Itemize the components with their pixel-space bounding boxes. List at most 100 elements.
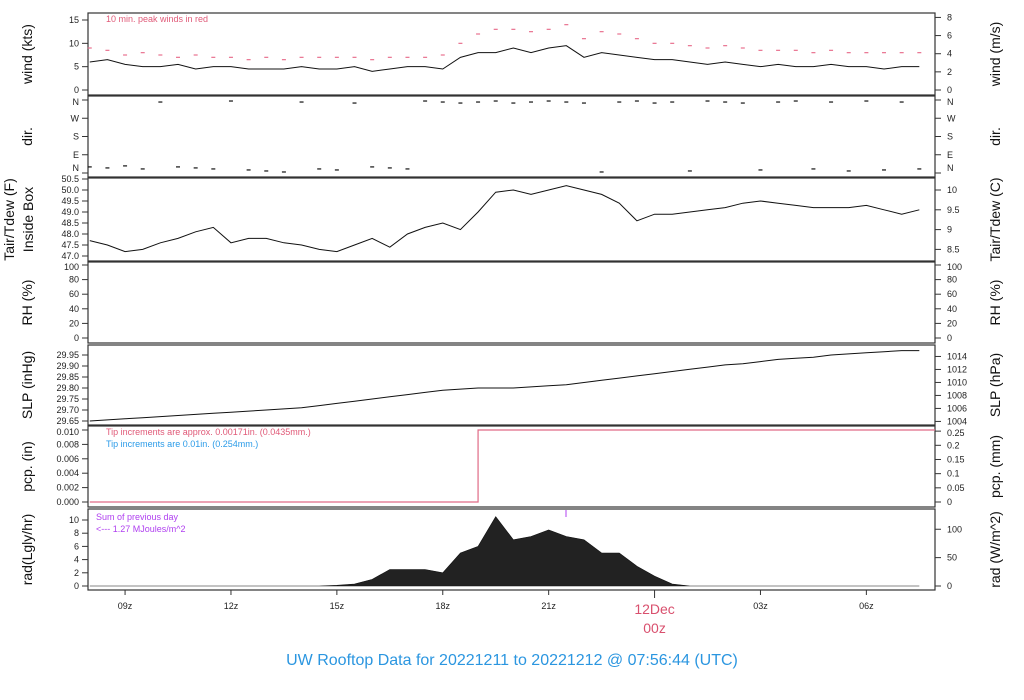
y-tick-label: 48.5: [61, 218, 79, 228]
y-tick-label-right: 8: [947, 12, 952, 22]
y-tick-label-right: S: [947, 132, 953, 142]
y-axis-label-right: Tair/Tdew (C): [987, 177, 1003, 261]
panel-frame: [87, 344, 936, 426]
y-tick-label: 29.85: [56, 372, 79, 382]
x-date-hour-label: 00z: [643, 620, 666, 636]
y-tick-label: 0.008: [56, 439, 79, 449]
y-tick-label: 8: [74, 528, 79, 538]
y-tick-label-right: N: [947, 97, 954, 107]
y-tick-label: 10: [69, 515, 79, 525]
y-axis-label-right: wind (m/s): [987, 22, 1003, 88]
y-tick-label: 48.0: [61, 229, 79, 239]
y-tick-label: 49.0: [61, 207, 79, 217]
y-tick-label: 49.5: [61, 196, 79, 206]
panel-tair: 47.047.548.048.549.049.550.050.5 8.5 9 9.5 1…: [1, 174, 1003, 262]
y-tick-label-right: 80: [947, 275, 957, 285]
y-axis-label-right: pcp. (mm): [987, 435, 1003, 498]
x-tick-label: 03z: [753, 601, 768, 611]
slp-series-line: [89, 350, 920, 422]
y-tick-label: 0.006: [56, 454, 79, 464]
y-tick-label-right: 0: [947, 85, 952, 95]
y-tick-label: 80: [69, 275, 79, 285]
y-tick-label: 29.95: [56, 350, 79, 360]
y-tick-label: 47.0: [61, 251, 79, 261]
y-tick-label: 29.90: [56, 361, 79, 371]
y-tick-label: 29.80: [56, 383, 79, 393]
y-tick-label-right: 0.2: [947, 440, 960, 450]
y-axis-label-right: RH (%): [987, 280, 1003, 326]
pcp-annotation-approx: Tip increments are approx. 0.00171in. (0…: [106, 427, 311, 437]
y-tick-label: 0: [74, 333, 79, 343]
wind-annotation: 10 min. peak winds in red: [106, 14, 208, 24]
y-tick-label: 0: [74, 581, 79, 591]
y-tick-label-right: 4: [947, 49, 952, 59]
y-axis-label: RH (%): [19, 280, 35, 326]
y-tick-label-right: 1014: [947, 351, 967, 361]
y-tick-label: 29.65: [56, 416, 79, 426]
panel-frame: [87, 95, 936, 178]
pcp-annotation-tip: Tip increments are 0.01in. (0.254mm.): [106, 439, 258, 449]
panel-frame: [87, 261, 936, 344]
y-axis-label: wind (kts): [19, 24, 35, 85]
x-tick-label: 12z: [224, 601, 239, 611]
y-tick-label: 0.004: [56, 468, 79, 478]
y-tick-label-right: 9.5: [947, 205, 960, 215]
y-tick-label-right: 9: [947, 225, 952, 235]
rad-annotation-sum: Sum of previous day: [96, 512, 179, 522]
y-axis-label: pcp. (in): [19, 441, 35, 492]
y-tick-label-right: 60: [947, 289, 957, 299]
y-tick-label-right: 1006: [947, 403, 967, 413]
y-tick-label-right: 1012: [947, 364, 967, 374]
x-date-label: 12Dec: [634, 601, 674, 617]
y-tick-label-right: 0: [947, 581, 952, 591]
y-tick-label: 10: [69, 38, 79, 48]
y-axis-label-right: SLP (hPa): [987, 353, 1003, 417]
y-tick-label: 0.010: [56, 427, 79, 437]
y-axis-label: SLP (inHg): [19, 351, 35, 419]
y-axis-label: Tair/Tdew (F): [1, 178, 17, 260]
y-axis-label-right: rad (W/m^2): [987, 511, 1003, 588]
y-tick-label-right: 1010: [947, 377, 967, 387]
y-tick-label: E: [73, 150, 79, 160]
y-tick-label: 0.000: [56, 497, 79, 507]
y-tick-label: 100: [64, 262, 79, 272]
y-tick-label-right: 40: [947, 304, 957, 314]
y-tick-label-right: 0: [947, 497, 952, 507]
y-tick-label-right: 20: [947, 318, 957, 328]
rad-series-area: [89, 516, 920, 587]
pcp-series-line: [89, 429, 935, 503]
panel-pcp: 0.000 0.002 0.004 0.006 0.008 0.010 0 0.05 0.1 0.…: [19, 425, 1003, 508]
y-tick-label: 2: [74, 568, 79, 578]
y-axis-label-2: Inside Box: [20, 187, 36, 252]
x-tick-label: 09z: [118, 601, 133, 611]
y-tick-label: 50.5: [61, 174, 79, 184]
y-axis-label: dir.: [19, 127, 35, 146]
panel-frame: [87, 508, 936, 591]
y-tick-label-right: 10: [947, 185, 957, 195]
y-tick-label-right: 2: [947, 67, 952, 77]
x-tick-label: 18z: [436, 601, 451, 611]
y-tick-label-right: 0: [947, 333, 952, 343]
y-axis-label: rad(Lgly/hr): [19, 514, 35, 586]
y-tick-label: 0: [74, 85, 79, 95]
tair-series-line: [89, 185, 920, 253]
panel-frame: [87, 425, 936, 508]
y-tick-label: 6: [74, 541, 79, 551]
y-tick-label: N: [73, 163, 80, 173]
y-tick-label: 20: [69, 318, 79, 328]
x-tick-label: 21z: [541, 601, 556, 611]
y-tick-label-right: 0.15: [947, 454, 965, 464]
y-tick-label-right: 8.5: [947, 244, 960, 254]
panel-rh: 0 20 40 60 80 100 0 20 40 60 80 100 RH (%) RH (%): [19, 261, 1003, 344]
y-tick-label-right: 100: [947, 262, 962, 272]
y-tick-label: 50.0: [61, 185, 79, 195]
y-tick-label: S: [73, 132, 79, 142]
y-tick-label-right: 100: [947, 524, 962, 534]
y-tick-label: 4: [74, 555, 79, 565]
x-tick-label: 15z: [330, 601, 345, 611]
y-axis-label-right: dir.: [987, 127, 1003, 146]
